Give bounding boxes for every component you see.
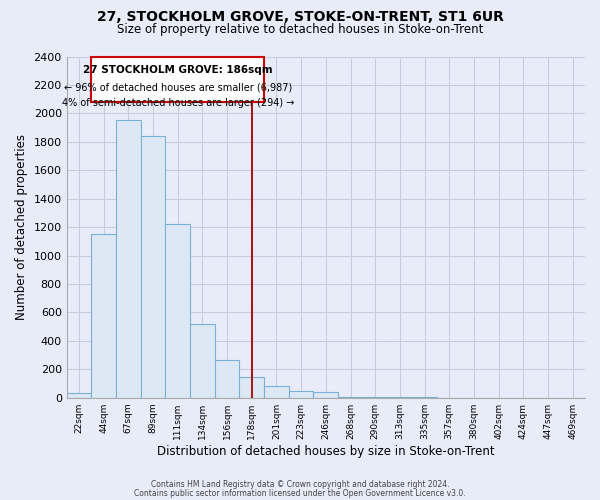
Text: 27 STOCKHOLM GROVE: 186sqm: 27 STOCKHOLM GROVE: 186sqm — [83, 65, 272, 75]
Bar — [166, 224, 190, 398]
Bar — [91, 56, 264, 102]
Bar — [239, 377, 264, 398]
Bar — [67, 394, 91, 398]
Bar — [91, 234, 116, 398]
X-axis label: Distribution of detached houses by size in Stoke-on-Trent: Distribution of detached houses by size … — [157, 444, 494, 458]
Bar — [141, 136, 166, 398]
Bar — [338, 396, 363, 398]
Text: 27, STOCKHOLM GROVE, STOKE-ON-TRENT, ST1 6UR: 27, STOCKHOLM GROVE, STOKE-ON-TRENT, ST1… — [97, 10, 503, 24]
Text: 4% of semi-detached houses are larger (294) →: 4% of semi-detached houses are larger (2… — [62, 98, 294, 108]
Text: Size of property relative to detached houses in Stoke-on-Trent: Size of property relative to detached ho… — [117, 22, 483, 36]
Bar — [313, 392, 338, 398]
Bar — [215, 360, 239, 398]
Text: ← 96% of detached houses are smaller (6,987): ← 96% of detached houses are smaller (6,… — [64, 82, 292, 92]
Bar — [363, 397, 388, 398]
Bar — [289, 392, 313, 398]
Text: Contains public sector information licensed under the Open Government Licence v3: Contains public sector information licen… — [134, 489, 466, 498]
Bar — [190, 324, 215, 398]
Bar — [264, 386, 289, 398]
Y-axis label: Number of detached properties: Number of detached properties — [15, 134, 28, 320]
Text: Contains HM Land Registry data © Crown copyright and database right 2024.: Contains HM Land Registry data © Crown c… — [151, 480, 449, 489]
Bar — [116, 120, 141, 398]
